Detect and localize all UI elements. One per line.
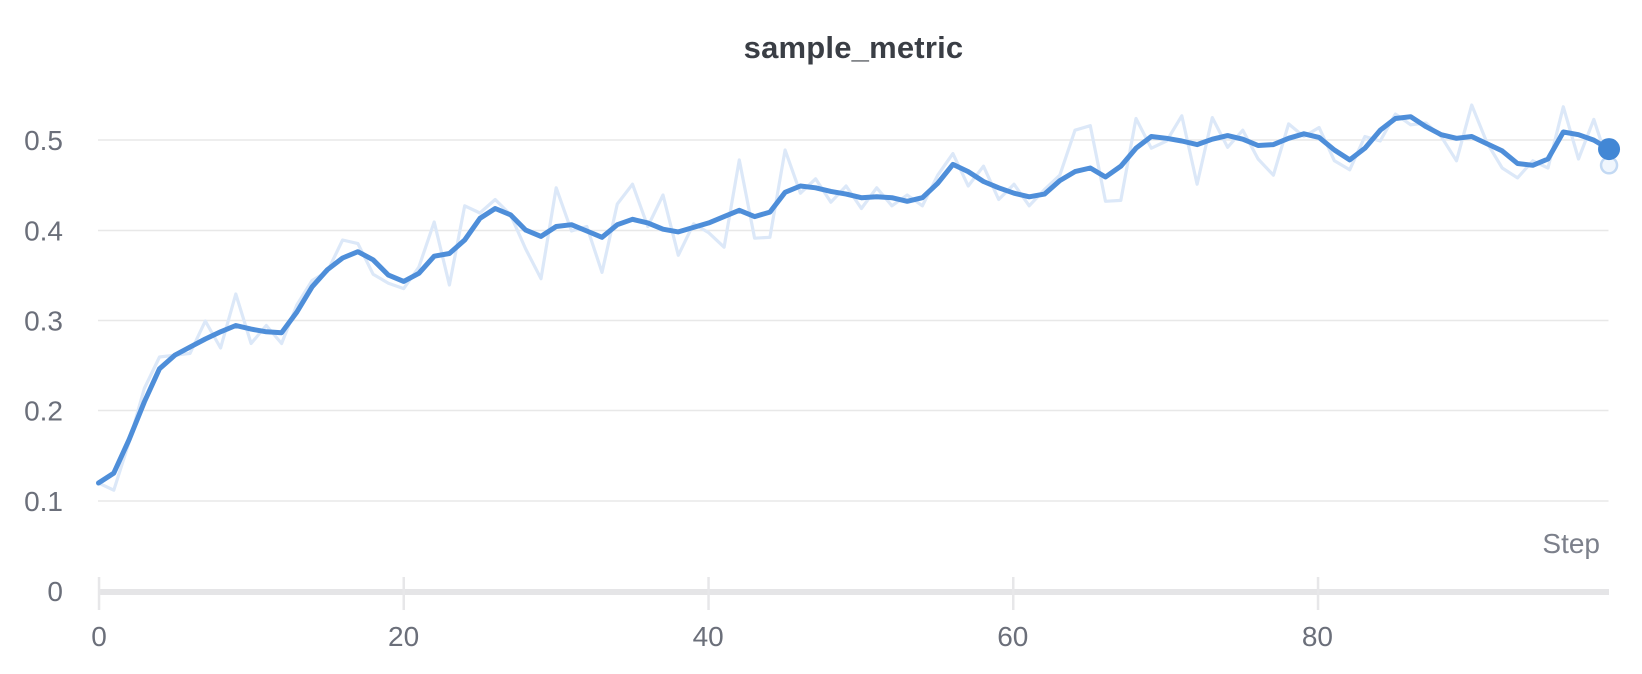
x-tick-label: 0 [91,621,107,652]
y-tick-label: 0 [47,576,63,607]
series-lines [96,103,1621,492]
x-tick-40 [707,577,710,610]
x-axis-title: Step [1542,528,1600,559]
chart-title: sample_metric [743,30,964,65]
x-tick-label: 20 [388,621,419,652]
line-background-unsmoothed [96,103,1611,492]
y-tick-label: 0.2 [24,396,63,427]
x-axis-line [98,589,1609,595]
y-axis-labels: 0.5 0.4 0.3 0.2 0.1 0 [24,125,63,607]
endpoint-dot-smoothed [1598,138,1621,161]
y-gridlines [98,139,1609,502]
line-foreground-smoothed [96,114,1612,486]
y-tick-label: 0.4 [24,216,63,247]
x-tick-80 [1316,577,1320,610]
x-tick-20 [402,577,405,610]
x-axis-labels: 0 20 40 60 80 [91,621,1333,652]
x-tick-60 [1012,577,1015,610]
x-tick-label: 40 [693,621,724,652]
x-tick-0 [97,577,101,610]
y-tick-label: 0.5 [24,125,63,156]
y-tick-label: 0.1 [24,486,63,517]
y-tick-label: 0.3 [24,306,63,337]
x-tick-label: 60 [997,621,1028,652]
x-axis-ticks [97,577,1320,610]
x-tick-label: 80 [1302,621,1333,652]
